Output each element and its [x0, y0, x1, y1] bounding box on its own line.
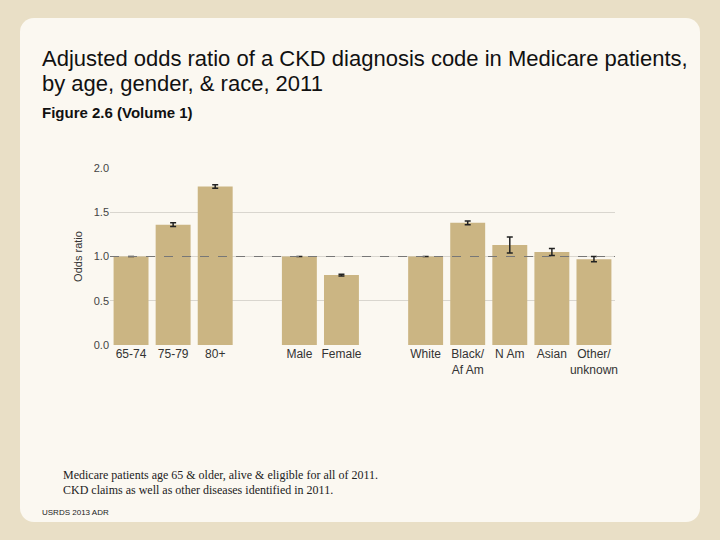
svg-text:0.0: 0.0: [94, 339, 109, 351]
html-text:CKD claims as well as other di: CKD claims as well as other diseases ide…: [63, 483, 334, 497]
html-text:Adjusted odds ratio of a CKD d: Adjusted odds ratio of a CKD diagnosis c…: [42, 46, 688, 96]
svg-text:N Am: N Am: [495, 347, 524, 361]
svg-text:65-74: 65-74: [116, 347, 147, 361]
svg-text:Male: Male: [286, 347, 312, 361]
svg-text:Other/unknown: Other/unknown: [570, 347, 618, 377]
html-text:Medicare patients age 65 & old: Medicare patients age 65 & older, alive …: [63, 468, 378, 482]
html-text:Figure 2.6 (Volume 1): Figure 2.6 (Volume 1): [42, 104, 193, 121]
svg-text:Asian: Asian: [537, 347, 567, 361]
svg-text:2.0: 2.0: [94, 162, 109, 174]
svg-text:Odds ratio: Odds ratio: [72, 231, 84, 282]
svg-text:1.0: 1.0: [94, 250, 109, 262]
svg-text:Black/Af Am: Black/Af Am: [451, 347, 484, 377]
svg-text:0.5: 0.5: [94, 295, 109, 307]
html-text:USRDS 2013 ADR: USRDS 2013 ADR: [42, 508, 109, 517]
svg-text:80+: 80+: [205, 347, 225, 361]
svg-text:1.5: 1.5: [94, 206, 109, 218]
svg-text:White: White: [410, 347, 441, 361]
svg-text:Female: Female: [321, 347, 361, 361]
svg-text:75-79: 75-79: [158, 347, 189, 361]
